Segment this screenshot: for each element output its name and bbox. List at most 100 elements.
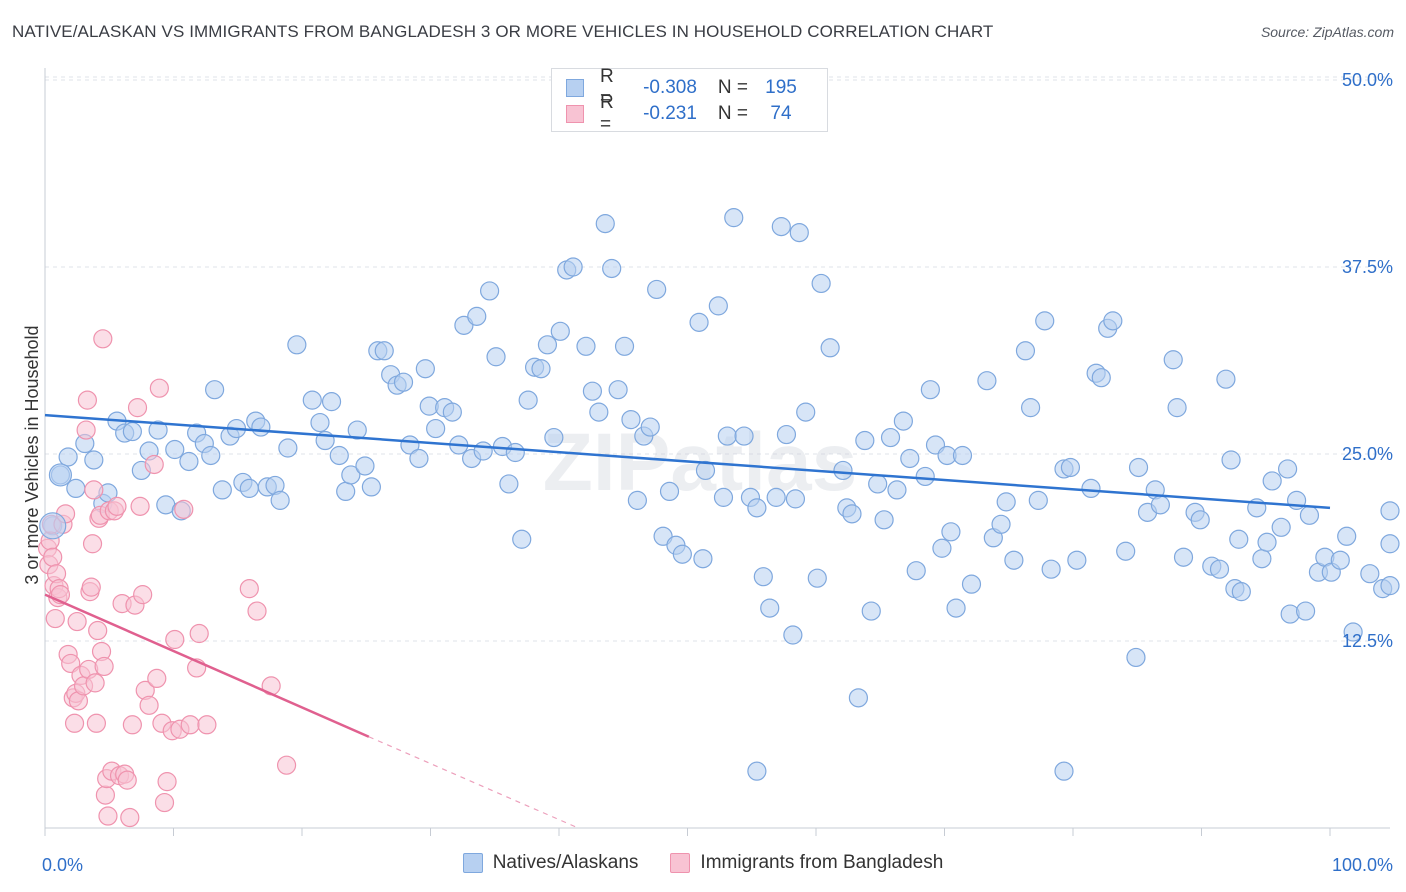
- native-point: [1231, 582, 1251, 602]
- legend-item-bangladesh[interactable]: Immigrants from Bangladesh: [670, 852, 943, 874]
- bangladesh-point: [84, 480, 104, 500]
- bangladesh-point: [120, 807, 140, 828]
- x-tick-label: 0.0%: [42, 855, 83, 875]
- native-point: [1380, 576, 1400, 596]
- native-point: [374, 341, 394, 361]
- tick-labels: 12.5% 25.0% 37.5% 50.0% 0.0% 100.0%: [42, 70, 1393, 875]
- bangladesh-point: [95, 785, 115, 805]
- bangladesh-point: [86, 713, 107, 733]
- native-point: [920, 380, 940, 400]
- native-point: [58, 447, 78, 467]
- native-point: [614, 336, 635, 356]
- native-point: [347, 420, 367, 440]
- bangladesh-point: [127, 398, 148, 418]
- native-point: [833, 460, 853, 481]
- native-point: [1035, 311, 1055, 331]
- n-value: 74: [770, 103, 792, 124]
- y-tick-label: 12.5%: [1342, 631, 1393, 651]
- native-point: [341, 465, 361, 485]
- native-point: [1091, 368, 1111, 388]
- native-point: [900, 448, 920, 469]
- native-point: [842, 504, 862, 524]
- y-tick-label: 25.0%: [1342, 444, 1393, 464]
- bangladesh-point: [180, 715, 200, 735]
- native-point: [239, 478, 259, 499]
- native-point: [695, 460, 716, 481]
- native-point: [1209, 559, 1230, 579]
- native-point: [1028, 490, 1048, 510]
- native-point: [1343, 622, 1363, 642]
- bangladesh-point: [130, 496, 150, 516]
- native-point: [868, 474, 888, 494]
- stats-row-bangladesh: R = -0.231 N = 74: [566, 92, 806, 135]
- x-tick-label: 100.0%: [1332, 855, 1393, 875]
- native-point: [179, 451, 199, 472]
- native-point: [393, 372, 414, 392]
- bangladesh-point: [276, 755, 297, 775]
- native-point: [932, 538, 952, 558]
- bangladesh-point: [174, 499, 194, 519]
- native-point: [1295, 601, 1316, 621]
- native-point: [302, 390, 322, 410]
- native-point: [467, 306, 487, 326]
- bangladesh-point: [189, 623, 209, 644]
- r-value: -0.231: [643, 103, 697, 124]
- n-label: N =: [717, 77, 748, 98]
- legend: Natives/Alaskans Immigrants from Banglad…: [0, 852, 1406, 874]
- native-point: [201, 445, 221, 466]
- bangladesh-point: [43, 547, 63, 567]
- native-point: [426, 418, 446, 439]
- native-point: [855, 430, 875, 451]
- native-point: [627, 490, 647, 510]
- bangladesh-point: [147, 668, 167, 689]
- bangladesh-point: [45, 608, 65, 629]
- native-point: [1330, 550, 1350, 570]
- bangladesh-trend-extension: [368, 736, 579, 829]
- native-point: [708, 296, 728, 316]
- native-point: [887, 480, 907, 500]
- native-point: [647, 279, 667, 300]
- native-point: [355, 456, 375, 476]
- stats-row-natives: R = -0.308 N = 195: [566, 66, 806, 109]
- bangladesh-point: [117, 770, 137, 790]
- native-point: [820, 338, 840, 358]
- native-point: [1252, 549, 1272, 569]
- native-point: [602, 258, 622, 279]
- bangladesh-point: [98, 806, 118, 826]
- native-point: [796, 402, 816, 422]
- native-point: [589, 402, 609, 422]
- native-point: [415, 359, 435, 379]
- bangladesh-point: [139, 695, 159, 715]
- bangladesh-point: [82, 534, 103, 554]
- bangladesh-point: [133, 585, 153, 605]
- legend-swatch-natives: [462, 853, 483, 873]
- native-point: [747, 761, 767, 781]
- native-point: [1128, 457, 1149, 478]
- native-point: [760, 598, 780, 618]
- native-point: [724, 208, 744, 228]
- native-point: [321, 392, 342, 412]
- native-point: [409, 448, 429, 469]
- native-point: [1262, 471, 1282, 491]
- native-point: [952, 445, 973, 466]
- legend-item-natives[interactable]: Natives/Alaskans: [462, 852, 638, 874]
- bangladesh-point: [107, 496, 127, 516]
- native-point: [1337, 526, 1357, 546]
- native-point: [1360, 564, 1380, 584]
- native-point: [595, 214, 615, 234]
- native-point: [1015, 341, 1036, 361]
- native-point: [1041, 559, 1061, 579]
- native-point: [148, 420, 168, 440]
- native-point: [1126, 647, 1146, 668]
- native-point: [1081, 478, 1101, 499]
- native-point: [961, 574, 982, 594]
- bangladesh-point: [197, 715, 217, 735]
- native-point: [499, 474, 519, 494]
- bangladesh-point: [122, 715, 142, 735]
- native-point: [785, 489, 806, 509]
- bangladesh-point: [64, 713, 85, 733]
- native-point: [941, 522, 961, 542]
- native-point: [205, 380, 225, 400]
- native-point: [1067, 550, 1087, 570]
